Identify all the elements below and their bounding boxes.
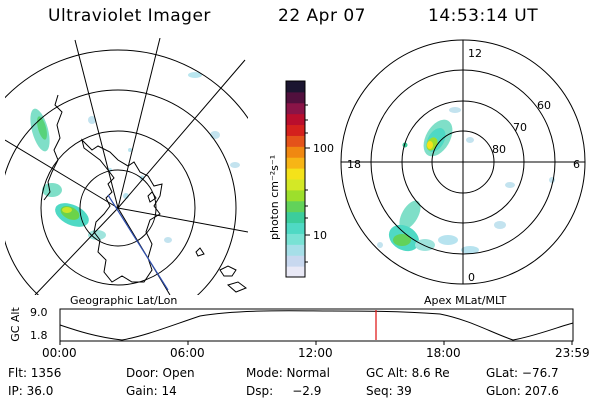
observation-date: 22 Apr 07 [278,6,366,26]
mlt-label-12: 12 [468,47,482,60]
polar-grid [340,39,586,285]
colorbar-ticks [305,104,310,263]
colorbar [286,81,305,278]
mlat-label-80: 80 [492,143,506,156]
mlt-label-6: 6 [573,158,580,171]
orbit-xticks [59,341,573,345]
colorbar-swatch [286,124,305,136]
colorbar-frame [285,80,306,278]
colorbar-swatch [286,91,305,104]
status-ip: IP: 36.0 [8,384,54,398]
colorbar-unit-label: photon cm⁻²s⁻¹ [268,155,281,240]
status-mode: Mode: Normal [246,366,330,380]
colorbar-swatch [286,211,305,224]
polar-mlt-map: 12 18 6 0 60 70 80 [340,39,586,285]
aurora-emission-polar [377,107,555,254]
orbit-xtick-1200: 12:00 [298,346,333,360]
orbit-ytick-9: 9.0 [30,306,48,319]
status-door: Door: Open [126,366,195,380]
colorbar-swatch [286,81,305,93]
mlat-label-70: 70 [513,121,527,134]
status-glon: GLon: 207.6 [486,384,559,398]
colorbar-swatch [286,255,305,267]
coastlines [43,94,248,293]
status-glat: GLat: −76.7 [486,366,559,380]
colorbar-swatch [286,200,305,213]
mlt-label-0: 0 [468,271,475,284]
orbit-xtick-0000: 00:00 [42,346,77,360]
colorbar-swatch [286,135,305,147]
status-dsp: Dsp: −2.9 [246,384,322,398]
colorbar-swatch [286,266,305,278]
status-gc-alt: GC Alt: 8.6 Re [366,366,450,380]
colorbar-swatch [286,222,305,234]
colorbar-swatch [286,146,305,158]
instrument-title: Ultraviolet Imager [48,6,211,26]
aurora-emission-geographic [30,72,240,243]
status-flight: Flt: 1356 [8,366,62,380]
colorbar-swatch [286,157,305,169]
colorbar-swatch [286,189,305,202]
colorbar-swatch [286,179,305,191]
mlat-label-60: 60 [537,99,551,112]
orbit-xtick-0600: 06:00 [170,346,205,360]
colorbar-tick-10: 10 [313,229,327,242]
longitude-grid [5,38,248,295]
orbit-xtick-2359: 23:59 [555,346,590,360]
polar-map-label: Apex MLat/MLT [424,294,507,307]
colorbar-tick-100: 100 [313,142,334,155]
geographic-map [5,38,248,295]
orbit-altitude-plot [59,308,574,345]
status-seq: Seq: 39 [366,384,412,398]
orbit-xtick-1800: 18:00 [426,346,461,360]
orbit-ytick-1-8: 1.8 [30,329,48,342]
colorbar-swatch [286,168,305,180]
colorbar-swatch [286,244,305,256]
colorbar-swatch [286,102,305,115]
altitude-curve [59,310,574,341]
mlt-label-18: 18 [347,158,361,171]
satellite-ground-track [107,194,169,291]
status-gain: Gain: 14 [126,384,177,398]
colorbar-swatch [286,233,305,245]
colorbar-swatch [286,113,305,126]
observation-time: 14:53:14 UT [428,6,539,26]
geographic-map-label: Geographic Lat/Lon [70,294,178,307]
orbit-ylabel: GC Alt [8,307,22,342]
